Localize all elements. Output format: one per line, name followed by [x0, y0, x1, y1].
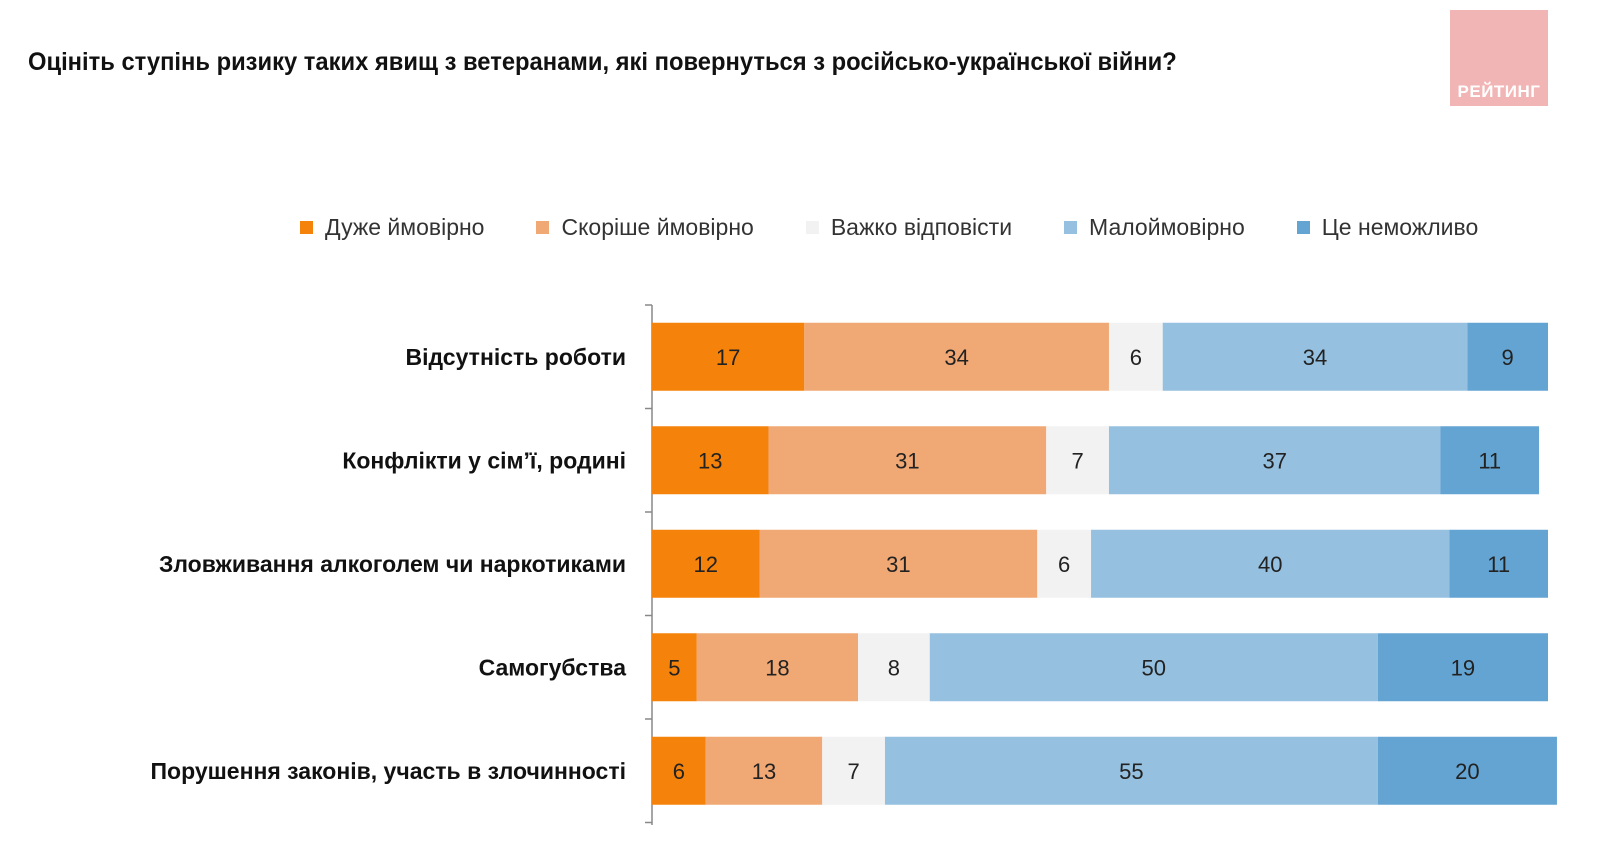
data-label: 13 — [698, 448, 722, 473]
bar-segment — [1037, 529, 1092, 598]
data-label: 9 — [1502, 345, 1514, 370]
legend-swatch — [536, 221, 550, 234]
bar-segment — [1091, 529, 1450, 598]
data-label: 6 — [1130, 345, 1142, 370]
bar-segment — [652, 322, 805, 391]
legend-item: Малоймовірно — [1064, 214, 1245, 241]
legend-swatch — [1064, 221, 1078, 234]
bar-segment — [929, 633, 1378, 702]
data-label: 37 — [1262, 448, 1286, 473]
bar-segment — [1440, 426, 1540, 495]
category-label: Зловживання алкоголем чи наркотиками — [159, 551, 626, 577]
chart-title: Оцініть ступінь ризику таких явищ з вете… — [28, 48, 1177, 76]
data-label: 8 — [888, 655, 900, 680]
bar-segment — [705, 736, 823, 805]
data-label: 5 — [668, 655, 680, 680]
bar-segment — [696, 633, 859, 702]
data-label: 7 — [1071, 448, 1083, 473]
legend-label: Важко відповісти — [830, 214, 1013, 240]
data-label: 6 — [673, 759, 685, 784]
data-label: 19 — [1451, 655, 1475, 680]
legend-item: Скоріше ймовірно — [536, 214, 754, 241]
category-label: Порушення законів, участь в злочинності — [151, 758, 627, 784]
legend-item: Це неможливо — [1296, 214, 1479, 241]
bar-segment — [804, 322, 1109, 391]
data-label: 6 — [1058, 552, 1070, 577]
bar-segment — [652, 633, 697, 702]
data-label: 7 — [847, 759, 859, 784]
legend-swatch — [805, 221, 819, 234]
legend-label: Малоймовірно — [1089, 214, 1245, 240]
legend: Дуже ймовірно Скоріше ймовірно Важко відпо… — [300, 214, 1530, 241]
category-label: Конфлікти у сім’ї, родині — [342, 447, 626, 473]
data-label: 13 — [752, 759, 776, 784]
data-label: 12 — [694, 552, 718, 577]
data-label: 31 — [886, 552, 910, 577]
bar-segment — [1108, 426, 1441, 495]
legend-swatch — [300, 221, 313, 234]
logo-text: РЕЙТИНГ — [1457, 82, 1541, 101]
legend-item: Важко відповісти — [805, 214, 1013, 241]
data-label: 11 — [1487, 552, 1510, 577]
legend-label: Це неможливо — [1321, 214, 1479, 240]
data-label: 34 — [944, 345, 968, 370]
legend-label: Дуже ймовірно — [325, 214, 485, 240]
bar-segment — [652, 426, 769, 495]
bar-segment — [884, 736, 1378, 805]
category-label: Відсутність роботи — [406, 344, 626, 370]
bar-segment — [759, 529, 1038, 598]
data-label: 20 — [1455, 759, 1479, 784]
bar-segment — [768, 426, 1047, 495]
bar-segment — [1162, 322, 1468, 391]
data-label: 17 — [716, 345, 740, 370]
legend-swatch — [1296, 221, 1310, 234]
data-label: 50 — [1142, 655, 1166, 680]
bar-segment — [1377, 736, 1557, 805]
data-label: 11 — [1478, 448, 1501, 473]
data-label: 40 — [1258, 552, 1282, 577]
data-label: 31 — [895, 448, 919, 473]
bar-segment — [1377, 633, 1548, 702]
rating-logo: РЕЙТИНГ — [1450, 10, 1548, 106]
data-label: 55 — [1119, 759, 1143, 784]
data-label: 18 — [765, 655, 789, 680]
bar-segment — [1046, 426, 1109, 495]
bar-segment — [652, 736, 706, 805]
bar-segment — [858, 633, 930, 702]
bar-segment — [1108, 322, 1163, 391]
bar-segment — [652, 529, 760, 598]
legend-label: Скоріше ймовірно — [561, 214, 754, 240]
bar-segment — [1449, 529, 1548, 598]
bar-segment — [822, 736, 885, 805]
bar-segment — [1467, 322, 1548, 391]
legend-item: Дуже ймовірно — [300, 214, 484, 241]
category-label: Самогубства — [479, 654, 627, 680]
data-label: 34 — [1303, 345, 1327, 370]
